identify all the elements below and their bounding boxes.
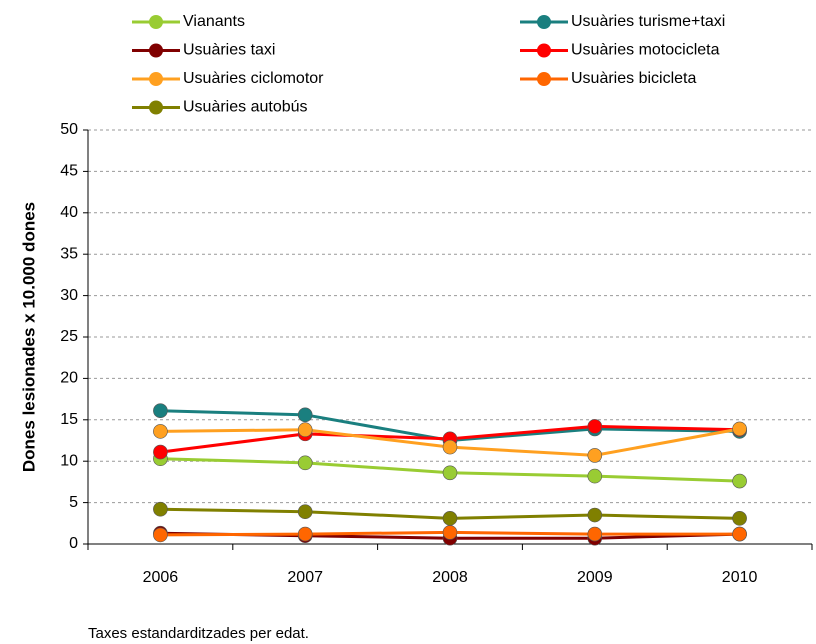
y-tick-label: 30: [60, 287, 78, 304]
legend-label: Usuàries bicicleta: [571, 70, 696, 87]
y-tick-label: 40: [60, 204, 78, 221]
point: [732, 526, 747, 542]
x-tick-label: 2008: [432, 569, 468, 586]
legend-label: Usuàries turisme+taxi: [571, 13, 725, 30]
y-tick-label: 50: [60, 121, 78, 138]
point: [153, 424, 168, 439]
point: [442, 439, 458, 455]
x-tick-label: 2010: [722, 569, 758, 586]
point: [297, 504, 313, 520]
legend-marker: [149, 15, 163, 29]
y-axis-label: Dones lesionades x 10.000 dones: [19, 202, 38, 472]
point: [732, 511, 747, 526]
point: [297, 455, 313, 471]
point: [587, 448, 603, 463]
point: [153, 501, 168, 517]
point: [297, 422, 313, 438]
point: [442, 511, 458, 526]
point: [297, 407, 313, 423]
point: [153, 527, 168, 543]
point: [732, 473, 747, 489]
point: [442, 465, 458, 481]
x-tick-label: 2009: [577, 569, 613, 586]
legend-marker: [149, 72, 163, 86]
point: [587, 507, 603, 523]
point: [153, 403, 168, 418]
legend-label: Usuàries taxi: [183, 42, 275, 59]
y-tick-label: 5: [69, 494, 78, 511]
legend-marker: [149, 43, 163, 58]
note: Taxes estandarditzades per edat.: [88, 625, 309, 642]
point: [587, 419, 603, 434]
legend-marker: [537, 72, 551, 86]
x-tick-label: 2006: [143, 569, 179, 586]
y-tick-label: 25: [60, 328, 78, 345]
point: [442, 525, 458, 540]
legend-marker: [149, 100, 163, 115]
y-tick-label: 20: [60, 370, 78, 387]
legend-label: Vianants: [183, 13, 245, 30]
legend-marker: [537, 15, 551, 29]
legend-label: Usuàries motocicleta: [571, 42, 720, 59]
y-tick-label: 10: [60, 452, 78, 469]
legend-label: Usuàries autobús: [183, 99, 308, 116]
point: [587, 526, 603, 542]
x-tick-label: 2007: [287, 569, 323, 586]
legend-marker: [537, 43, 551, 58]
point: [153, 444, 168, 460]
point: [587, 468, 603, 484]
y-tick-label: 15: [60, 411, 78, 428]
point: [297, 526, 313, 542]
y-tick-label: 45: [60, 163, 78, 180]
y-tick-label: 35: [60, 245, 78, 262]
legend-label: Usuàries ciclomotor: [183, 70, 324, 87]
y-tick-label: 0: [69, 535, 78, 552]
point: [732, 421, 747, 437]
